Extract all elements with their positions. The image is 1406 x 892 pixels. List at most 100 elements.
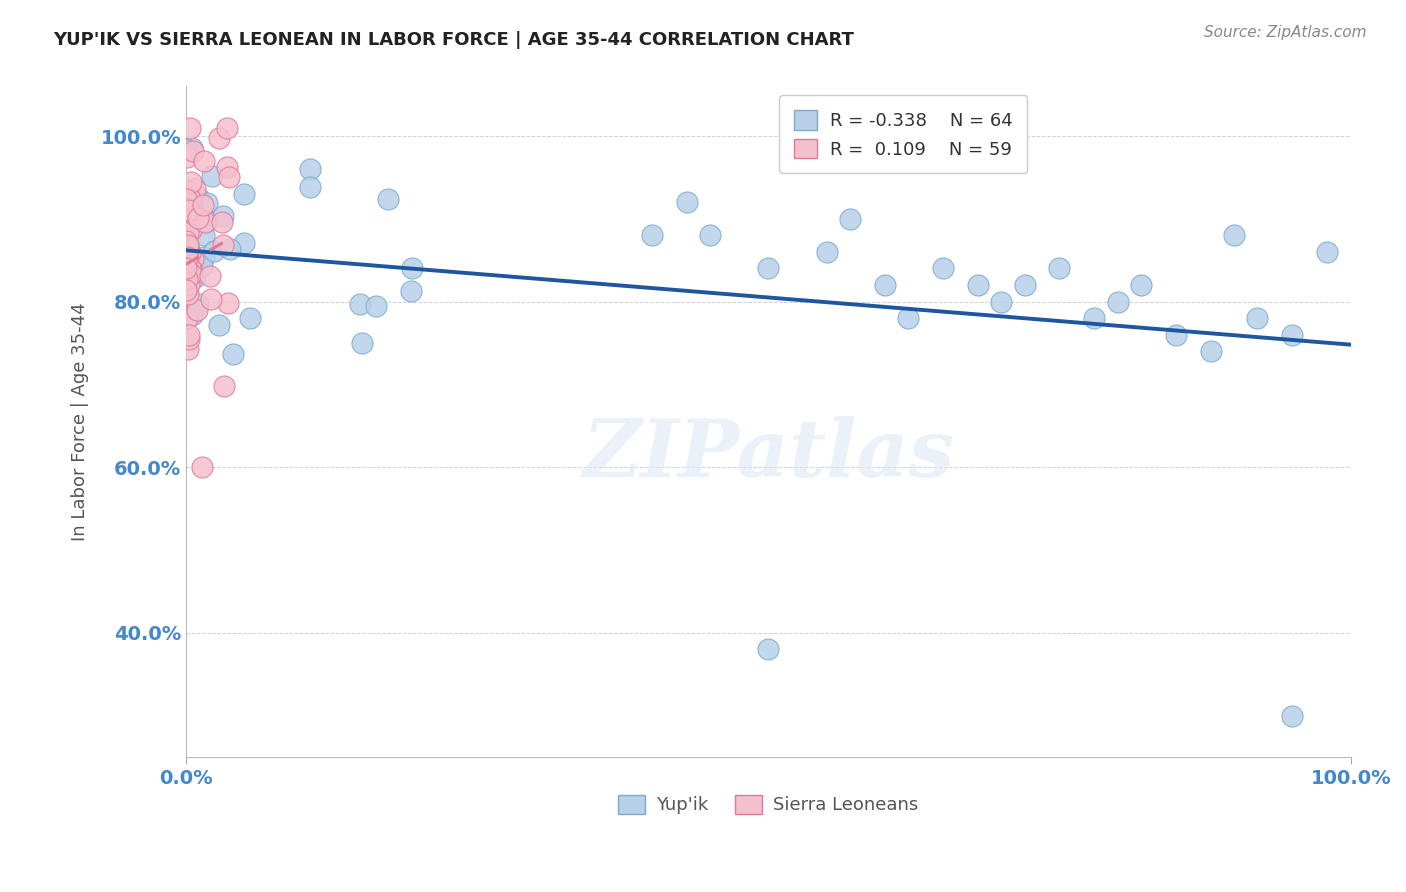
Point: [212, 209, 235, 223]
Point: [180, 190, 202, 204]
Point: [756, 261, 779, 276]
Point: [1164, 327, 1187, 342]
Point: [184, 182, 207, 196]
Point: [177, 343, 200, 357]
Point: [1049, 261, 1071, 276]
Point: [1199, 344, 1222, 359]
Point: [176, 272, 198, 286]
Point: [217, 296, 239, 310]
Text: ZIPatlas: ZIPatlas: [582, 417, 955, 494]
Point: [211, 215, 233, 229]
Point: [186, 303, 208, 318]
Point: [218, 169, 240, 184]
Point: [202, 244, 225, 258]
Point: [177, 332, 200, 346]
Point: [195, 196, 218, 211]
Point: [176, 143, 198, 157]
Point: [184, 269, 207, 284]
Point: [176, 260, 198, 275]
Point: [1130, 278, 1153, 293]
Point: [1107, 294, 1129, 309]
Point: [181, 252, 204, 266]
Point: [180, 308, 202, 322]
Point: [176, 261, 198, 276]
Point: [181, 144, 204, 158]
Point: [207, 318, 229, 332]
Point: [174, 233, 197, 247]
Point: [180, 261, 202, 276]
Point: [180, 175, 202, 189]
Point: [177, 277, 200, 291]
Point: [187, 297, 209, 311]
Point: [207, 131, 229, 145]
Point: [219, 242, 242, 256]
Point: [176, 243, 198, 257]
Point: [399, 284, 422, 298]
Point: [195, 214, 218, 228]
Point: [193, 154, 215, 169]
Point: [179, 192, 201, 206]
Point: [401, 260, 423, 275]
Point: [180, 267, 202, 281]
Point: [187, 211, 209, 225]
Point: [212, 237, 235, 252]
Point: [179, 246, 201, 260]
Point: [176, 256, 198, 270]
Point: [299, 179, 322, 194]
Point: [176, 219, 198, 234]
Point: [174, 284, 197, 298]
Point: [217, 160, 239, 174]
Point: [176, 190, 198, 204]
Point: [967, 278, 990, 293]
Point: [873, 278, 896, 293]
Point: [352, 335, 374, 350]
Point: [174, 234, 197, 248]
Point: [179, 206, 201, 220]
Point: [838, 211, 860, 226]
Point: [1014, 278, 1036, 293]
Point: [215, 120, 238, 135]
Point: [180, 223, 202, 237]
Point: [187, 190, 209, 204]
Point: [897, 311, 920, 326]
Point: [1223, 228, 1246, 243]
Point: [198, 269, 221, 284]
Point: [193, 215, 215, 229]
Point: [232, 187, 254, 202]
Point: [200, 292, 222, 306]
Point: [990, 294, 1012, 309]
Point: [193, 251, 215, 265]
Point: [176, 235, 198, 249]
Point: [177, 287, 200, 301]
Point: [180, 193, 202, 207]
Point: [177, 239, 200, 253]
Point: [176, 208, 198, 222]
Point: [179, 261, 201, 276]
Point: [232, 236, 254, 251]
Point: [1316, 244, 1339, 259]
Point: [180, 193, 202, 207]
Point: [239, 310, 262, 325]
Text: Source: ZipAtlas.com: Source: ZipAtlas.com: [1204, 25, 1367, 40]
Point: [299, 162, 322, 177]
Point: [176, 150, 198, 164]
Point: [349, 297, 371, 311]
Point: [174, 283, 197, 297]
Point: [179, 244, 201, 259]
Point: [174, 192, 197, 206]
Point: [179, 120, 201, 135]
Point: [181, 272, 204, 286]
Point: [177, 203, 200, 218]
Point: [932, 261, 955, 276]
Y-axis label: In Labor Force | Age 35-44: In Labor Force | Age 35-44: [72, 302, 89, 541]
Point: [177, 244, 200, 258]
Point: [675, 195, 697, 210]
Point: [176, 250, 198, 264]
Point: [176, 193, 198, 207]
Point: [174, 260, 197, 275]
Point: [212, 379, 235, 393]
Point: [181, 141, 204, 155]
Point: [176, 183, 198, 197]
Point: [174, 202, 197, 216]
Point: [366, 299, 388, 313]
